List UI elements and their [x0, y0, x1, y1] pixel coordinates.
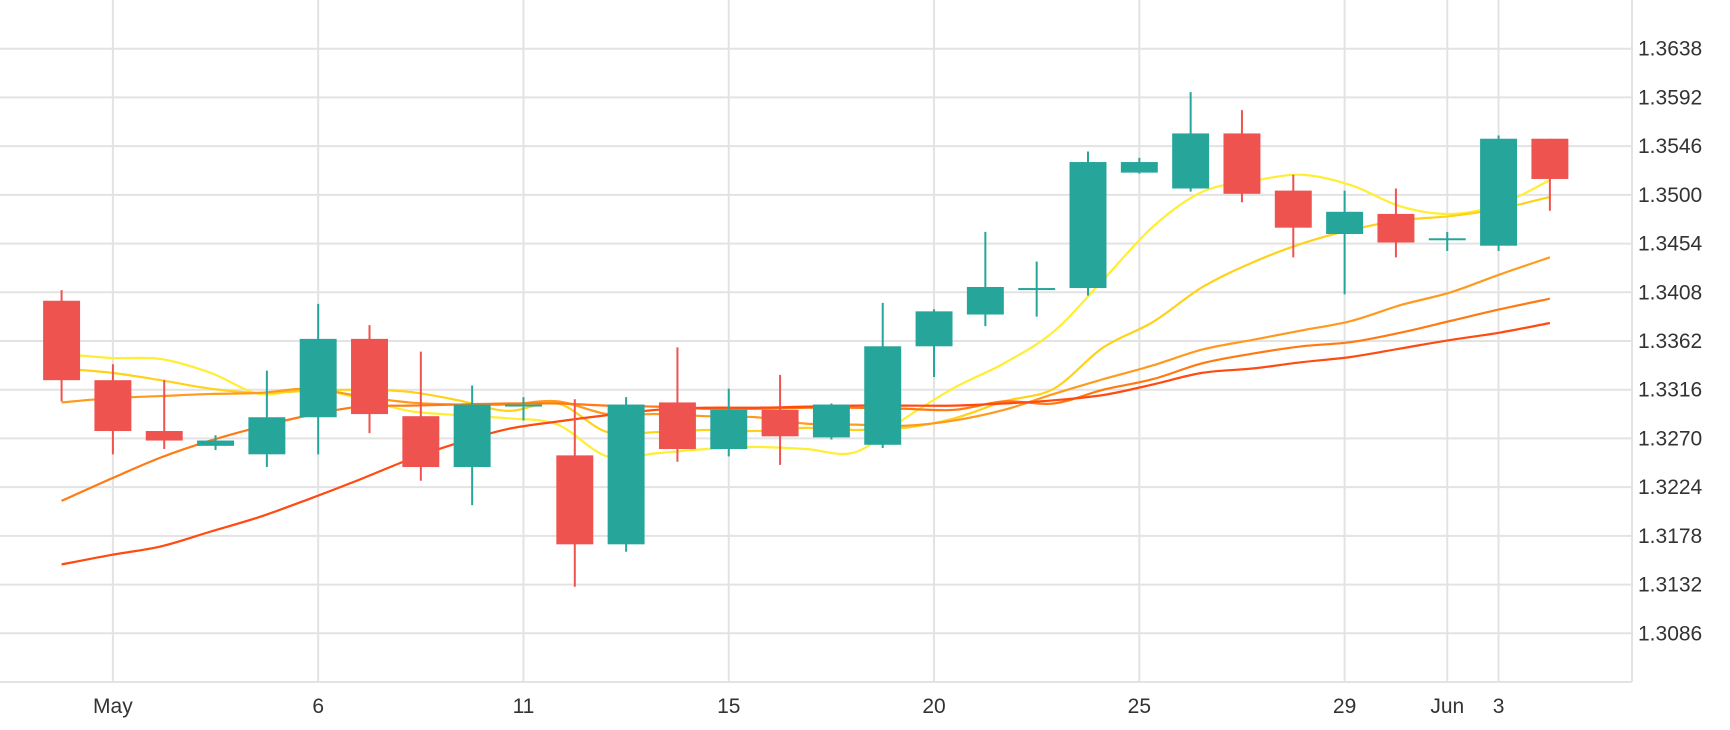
candle-body-down: [402, 416, 440, 468]
y-tick-label: 1.3408: [1638, 281, 1702, 304]
x-tick-label: May: [93, 695, 133, 718]
candle-body-up: [812, 404, 850, 438]
x-tick-label: 29: [1333, 695, 1356, 718]
grid-layer: [0, 0, 1632, 682]
candle-body-up: [864, 346, 902, 445]
x-tick-label: 3: [1493, 695, 1505, 718]
moving-average-line: [61, 297, 1551, 502]
candle-body-up: [197, 440, 235, 446]
candle-body-down: [761, 409, 799, 437]
candle-body-down: [43, 300, 81, 381]
candle-body-up: [966, 286, 1004, 315]
candle-body-down: [145, 431, 183, 441]
candle-body-down: [556, 455, 594, 545]
candle-body-up: [453, 404, 491, 468]
tick-label-layer: 1.3086 1.3132 1.3178 1.3224 1.3270 1.3316 1.33…: [93, 38, 1702, 718]
y-tick-label: 1.3178: [1638, 525, 1702, 548]
candle-body-down: [658, 402, 696, 450]
x-tick-label: Jun: [1430, 695, 1464, 718]
moving-average-line: [61, 321, 1551, 566]
y-tick-label: 1.3592: [1638, 86, 1702, 109]
x-tick-label: 6: [312, 695, 324, 718]
candle-body-down: [1377, 213, 1415, 243]
candle-body-down: [1531, 138, 1569, 179]
candle-body-up: [1069, 162, 1107, 289]
x-tick-label: 11: [513, 695, 535, 718]
y-tick-label: 1.3362: [1638, 330, 1702, 353]
candle-body-up: [299, 338, 337, 418]
candle-body-up: [1172, 133, 1210, 189]
x-tick-label: 20: [922, 695, 945, 718]
candle-body-up: [504, 404, 542, 407]
candle-body-down: [1223, 133, 1261, 194]
x-tick-label: 25: [1128, 695, 1151, 718]
candle-body-up: [1120, 162, 1158, 173]
candle-body-up: [1018, 288, 1056, 291]
y-tick-label: 1.3500: [1638, 184, 1702, 207]
candle-body-up: [607, 404, 645, 545]
y-tick-label: 1.3132: [1638, 574, 1702, 597]
y-tick-label: 1.3638: [1638, 38, 1702, 61]
y-tick-label: 1.3546: [1638, 135, 1702, 158]
y-tick-label: 1.3086: [1638, 622, 1702, 645]
candle-body-down: [94, 380, 132, 432]
candle-body-up: [1326, 211, 1364, 235]
candle-body-down: [1274, 190, 1312, 228]
y-tick-label: 1.3270: [1638, 427, 1702, 450]
candle-body-up: [1480, 138, 1518, 246]
candle-body-down: [351, 338, 388, 415]
candle-body-up: [248, 417, 286, 455]
y-tick-label: 1.3316: [1638, 379, 1702, 402]
candle-layer: [43, 92, 1569, 587]
candle-body-up: [1428, 238, 1466, 241]
y-tick-label: 1.3224: [1638, 476, 1703, 499]
x-tick-label: 15: [717, 695, 740, 718]
candle-body-up: [710, 409, 748, 450]
axis-layer: [0, 0, 1633, 683]
candle-body-up: [915, 311, 953, 347]
y-tick-label: 1.3454: [1638, 233, 1703, 256]
